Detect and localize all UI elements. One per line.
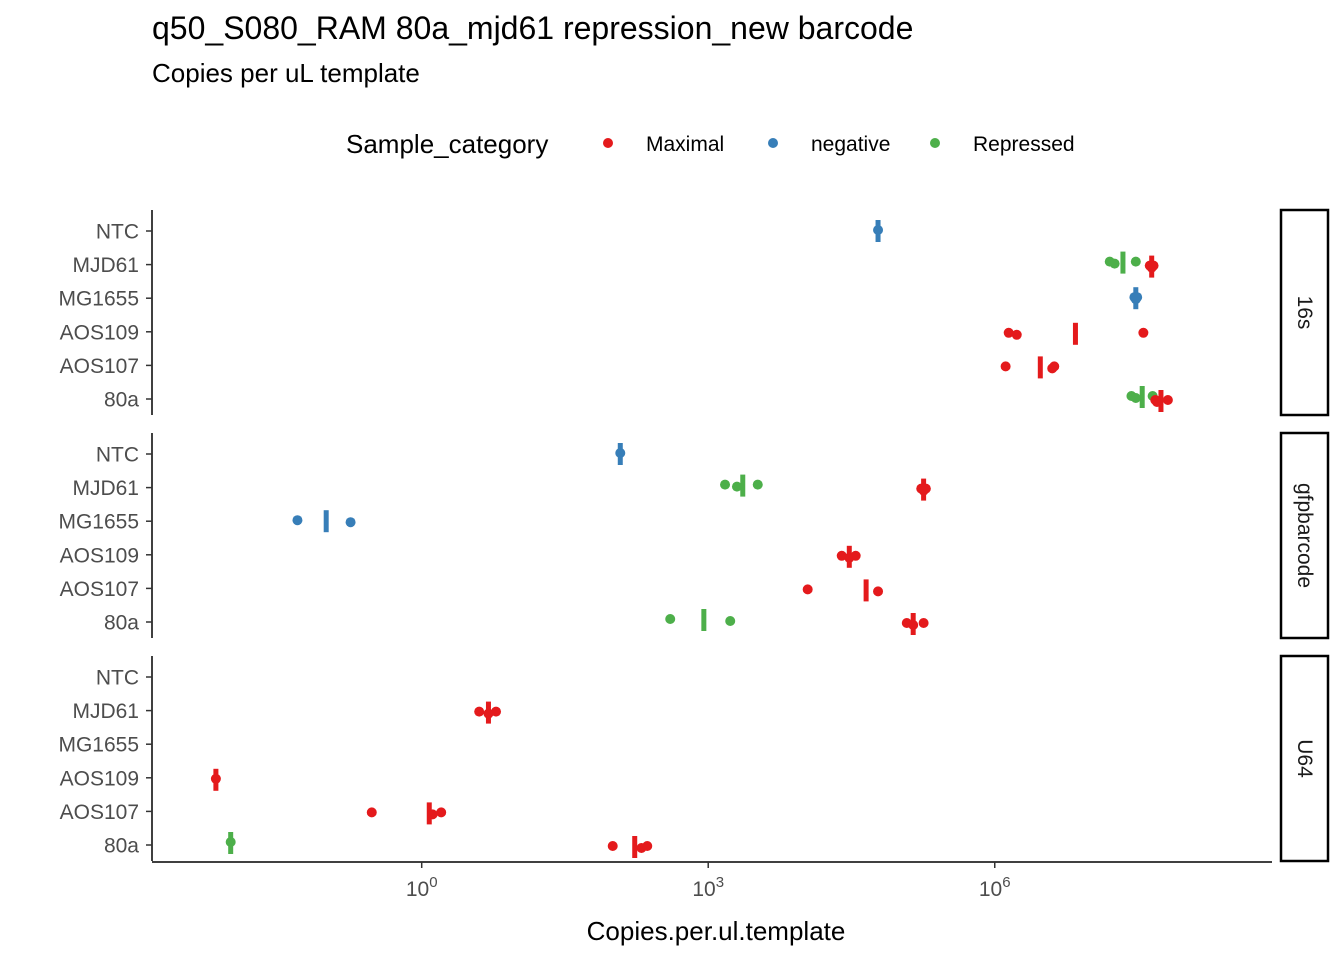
chart-panels: NTC MJD61 MG1655 AOS109 AOS107 80a 16s NTC MJD61…	[58, 208, 1330, 863]
legend-label-negative: negative	[811, 133, 890, 156]
x-tick-label: 106	[979, 874, 1011, 901]
legend-label-Repressed: Repressed	[973, 133, 1075, 156]
median-marker	[740, 474, 746, 497]
median-marker	[1120, 251, 1126, 274]
data-point	[1011, 329, 1022, 340]
y-tick-label: AOS107	[60, 801, 139, 824]
y-tick-label: AOS109	[60, 321, 139, 344]
median-marker	[1072, 322, 1078, 345]
y-tick-label: AOS109	[60, 544, 139, 567]
facet-strip	[1279, 208, 1330, 417]
y-tick-label: 80a	[104, 389, 139, 412]
data-point	[908, 620, 919, 630]
data-point	[1132, 292, 1143, 303]
data-point	[1138, 327, 1149, 338]
data-point	[345, 517, 356, 528]
data-point	[836, 550, 847, 561]
x-axis-title: Copies.per.ul.template	[587, 916, 846, 946]
data-point	[615, 448, 626, 458]
y-tick-label: MJD61	[72, 254, 139, 277]
data-point	[1109, 258, 1120, 269]
y-tick-label: NTC	[96, 444, 139, 467]
data-point	[920, 483, 931, 494]
legend-label-Maximal: Maximal	[646, 133, 724, 156]
data-point	[427, 809, 438, 820]
data-point	[483, 708, 494, 719]
median-marker	[863, 579, 869, 602]
data-point	[491, 706, 502, 717]
y-tick-label: NTC	[96, 667, 139, 690]
y-tick-label: MJD61	[72, 477, 139, 500]
y-tick-label: MG1655	[58, 288, 139, 311]
data-point	[1000, 361, 1011, 372]
data-point	[1148, 260, 1159, 271]
y-tick-label: AOS107	[60, 355, 139, 378]
median-marker	[1037, 356, 1043, 379]
y-tick-label: MG1655	[58, 511, 139, 534]
legend-key-Repressed	[930, 138, 940, 148]
median-marker	[1139, 386, 1145, 408]
data-point	[752, 479, 763, 490]
data-point	[873, 586, 884, 597]
chart-title: q50_S080_RAM 80a_mjd61 repression_new ba…	[152, 10, 914, 46]
data-point	[1130, 256, 1141, 267]
facet-panel-gfpbarcode: NTC MJD61 MG1655 AOS109 AOS107 80a gfpbarcode	[58, 431, 1330, 640]
legend: Sample_category Maximal negative Repressed	[346, 129, 1075, 159]
x-tick-label: 103	[692, 874, 724, 901]
data-point	[607, 841, 618, 851]
y-tick-label: MJD61	[72, 700, 139, 723]
data-point	[873, 225, 884, 235]
y-tick-label: 80a	[104, 835, 139, 858]
data-point	[474, 706, 485, 717]
y-tick-label: 80a	[104, 612, 139, 635]
legend-key-Maximal	[603, 138, 613, 148]
data-point	[1049, 361, 1060, 372]
data-point	[1162, 395, 1173, 405]
data-point	[802, 584, 813, 595]
y-tick-label: AOS107	[60, 578, 139, 601]
chart-subtitle: Copies per uL template	[152, 58, 420, 88]
data-point	[731, 481, 742, 492]
facet-panel-16s: NTC MJD61 MG1655 AOS109 AOS107 80a 16s	[58, 208, 1330, 417]
y-tick-label: NTC	[96, 221, 139, 244]
facet-strip	[1279, 431, 1330, 640]
facet-strip-label: 16s	[1293, 296, 1316, 330]
data-point	[210, 773, 221, 784]
facet-strip-label: gfpbarcode	[1293, 483, 1316, 588]
data-point	[642, 841, 653, 851]
x-tick-label: 100	[406, 874, 438, 901]
facet-strip-label: U64	[1293, 739, 1316, 778]
y-tick-label: AOS109	[60, 767, 139, 790]
x-axis: 100 103 106	[152, 861, 1272, 901]
facet-strip	[1279, 654, 1330, 863]
median-marker	[323, 510, 329, 533]
data-point	[292, 515, 303, 526]
data-point	[725, 616, 736, 626]
median-marker	[632, 836, 638, 858]
data-point	[1003, 327, 1014, 338]
data-point	[665, 614, 676, 624]
data-point	[225, 837, 236, 847]
data-point	[850, 550, 861, 561]
data-point	[1130, 393, 1141, 403]
y-tick-label: MG1655	[58, 734, 139, 757]
legend-key-negative	[768, 138, 778, 148]
data-point	[436, 807, 447, 818]
median-marker	[701, 609, 707, 631]
facet-panel-U64: NTC MJD61 MG1655 AOS109 AOS107 80a U64	[58, 654, 1330, 863]
legend-title: Sample_category	[346, 129, 548, 159]
data-point	[918, 618, 929, 628]
data-point	[1151, 397, 1162, 407]
data-point	[366, 807, 377, 818]
data-point	[720, 479, 731, 490]
